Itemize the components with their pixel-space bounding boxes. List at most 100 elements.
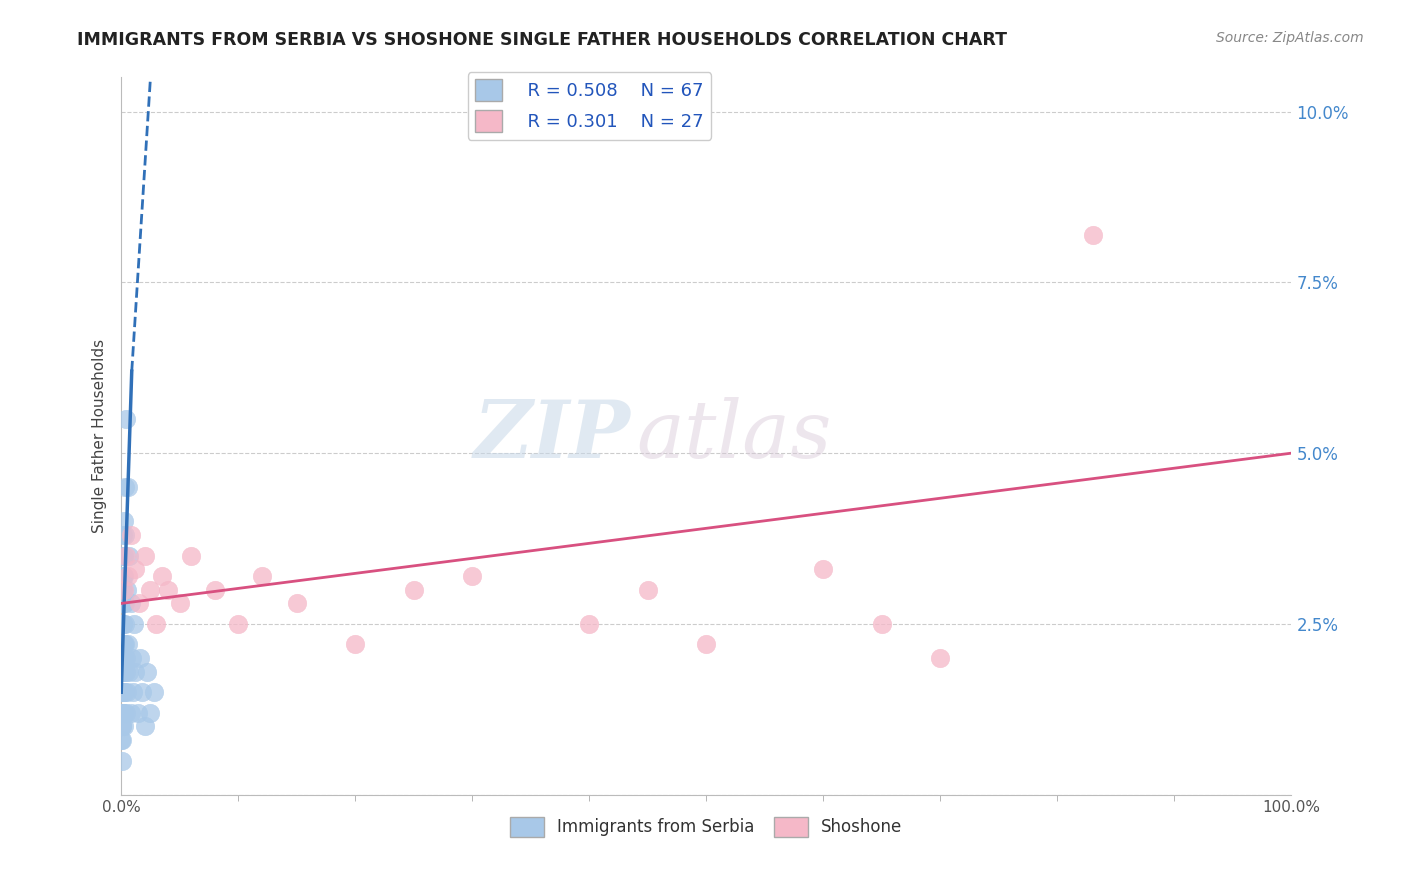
Point: [204, 582, 226, 597]
Point: [111, 616, 134, 631]
Point: [143, 685, 166, 699]
Point: [110, 733, 132, 747]
Point: [111, 651, 134, 665]
Point: [111, 596, 134, 610]
Point: [110, 754, 132, 768]
Point: [127, 706, 149, 720]
Point: [111, 706, 134, 720]
Point: [112, 637, 135, 651]
Point: [128, 596, 150, 610]
Legend: Immigrants from Serbia, Shoshone: Immigrants from Serbia, Shoshone: [503, 810, 910, 844]
Point: [929, 651, 952, 665]
Point: [117, 637, 139, 651]
Point: [870, 616, 893, 631]
Point: [114, 685, 136, 699]
Point: [111, 637, 134, 651]
Point: [114, 596, 136, 610]
Point: [112, 515, 135, 529]
Point: [285, 596, 308, 610]
Point: [124, 562, 146, 576]
Point: [122, 685, 145, 699]
Point: [114, 528, 136, 542]
Point: [114, 637, 136, 651]
Point: [111, 596, 134, 610]
Point: [250, 569, 273, 583]
Point: [112, 596, 135, 610]
Point: [115, 651, 138, 665]
Point: [180, 549, 202, 563]
Point: [117, 569, 139, 583]
Point: [344, 637, 367, 651]
Text: IMMIGRANTS FROM SERBIA VS SHOSHONE SINGLE FATHER HOUSEHOLDS CORRELATION CHART: IMMIGRANTS FROM SERBIA VS SHOSHONE SINGL…: [77, 31, 1007, 49]
Point: [112, 651, 135, 665]
Point: [813, 562, 835, 576]
Point: [111, 685, 134, 699]
Point: [118, 549, 141, 563]
Point: [115, 685, 138, 699]
Point: [111, 685, 134, 699]
Point: [115, 582, 138, 597]
Point: [110, 685, 132, 699]
Text: Source: ZipAtlas.com: Source: ZipAtlas.com: [1216, 31, 1364, 45]
Point: [115, 706, 138, 720]
Point: [111, 719, 134, 733]
Y-axis label: Single Father Households: Single Father Households: [93, 339, 107, 533]
Point: [120, 596, 142, 610]
Point: [111, 685, 134, 699]
Point: [121, 651, 143, 665]
Point: [157, 582, 180, 597]
Point: [112, 616, 135, 631]
Point: [226, 616, 249, 631]
Point: [1081, 227, 1104, 242]
Point: [129, 651, 152, 665]
Point: [115, 412, 138, 426]
Point: [112, 582, 135, 597]
Point: [111, 637, 134, 651]
Point: [111, 528, 134, 542]
Point: [145, 616, 167, 631]
Point: [134, 719, 156, 733]
Point: [120, 706, 142, 720]
Point: [136, 665, 159, 679]
Point: [120, 528, 142, 542]
Point: [111, 706, 134, 720]
Point: [111, 651, 134, 665]
Point: [112, 651, 135, 665]
Point: [139, 582, 162, 597]
Point: [112, 582, 135, 597]
Point: [111, 616, 134, 631]
Point: [118, 665, 141, 679]
Point: [637, 582, 659, 597]
Point: [115, 549, 138, 563]
Point: [124, 665, 146, 679]
Point: [115, 665, 138, 679]
Point: [150, 569, 173, 583]
Point: [122, 616, 145, 631]
Point: [117, 480, 139, 494]
Point: [112, 665, 135, 679]
Point: [461, 569, 484, 583]
Point: [131, 685, 153, 699]
Point: [111, 569, 134, 583]
Point: [111, 665, 134, 679]
Text: atlas: atlas: [636, 397, 831, 475]
Point: [111, 582, 134, 597]
Point: [111, 706, 134, 720]
Point: [578, 616, 600, 631]
Point: [111, 665, 134, 679]
Point: [695, 637, 717, 651]
Point: [114, 616, 136, 631]
Point: [114, 480, 136, 494]
Point: [402, 582, 425, 597]
Point: [139, 706, 162, 720]
Point: [112, 569, 135, 583]
Point: [134, 549, 156, 563]
Point: [111, 549, 134, 563]
Point: [112, 549, 135, 563]
Point: [111, 719, 134, 733]
Text: ZIP: ZIP: [474, 397, 630, 475]
Point: [111, 733, 134, 747]
Point: [112, 719, 135, 733]
Point: [169, 596, 191, 610]
Point: [112, 706, 135, 720]
